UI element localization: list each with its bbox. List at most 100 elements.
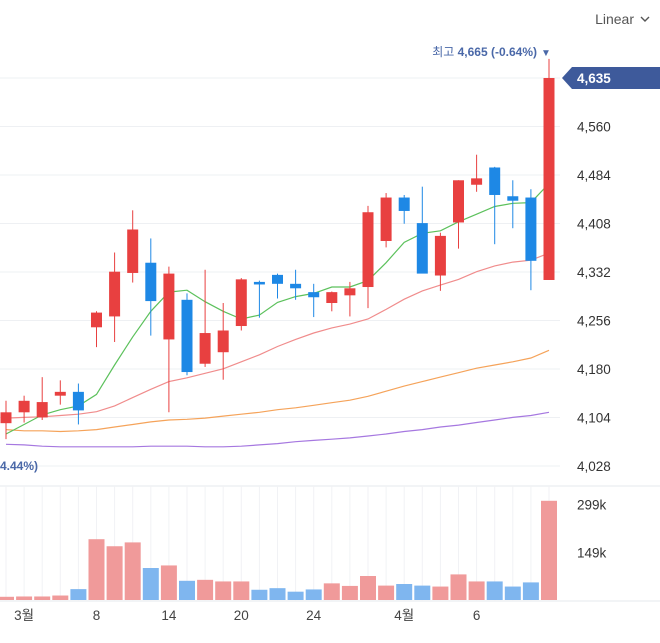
candle-body [471,178,483,185]
volume-bar [269,588,286,600]
candle-body [181,299,193,373]
candle-body [489,167,501,195]
moving-average-lines [5,183,550,448]
volume-bar [414,585,431,600]
volume-bar [179,580,195,600]
volume-bar [197,579,214,600]
price-tick-label: 4,484 [577,168,611,183]
volume-bar [34,596,51,600]
volume-bar [323,583,340,600]
volume-bar [522,582,539,600]
candle-body [72,391,84,411]
volume-bar [0,596,14,600]
volume-bar [70,589,87,600]
candle-body [0,412,12,424]
volume-bar [251,589,268,600]
ma-short-line [5,183,550,435]
candle-body [109,271,121,317]
x-tick-label: 4월 [394,608,414,623]
volume-bar [541,500,557,600]
high-marker-value: 4,665 (-0.64%) [458,45,537,59]
price-tick-label: 4,332 [577,265,611,280]
ma-mid-line [5,252,550,419]
candle-body [253,281,265,285]
volume-bar [360,576,376,600]
candle-body [91,312,102,328]
volume-tick-label: 299k [577,497,607,512]
price-tick-label: 4,256 [577,314,611,329]
volume-bar [468,581,485,600]
ma-xlong-line [5,411,550,448]
volume-bar [124,542,141,600]
candle-body [453,180,464,223]
candle-body [199,333,211,364]
volume-bar [378,585,395,600]
volume-tick-label: 149k [577,545,607,560]
volume-bar [486,581,503,600]
scale-dropdown[interactable]: Linear [595,6,650,32]
volume-bars [0,500,557,600]
current-price-badge [562,67,660,89]
x-tick-label: 8 [93,608,101,623]
candle-body [507,196,519,201]
candle-body [145,262,157,302]
candle-body [163,273,175,340]
candle-body [326,292,338,304]
volume-bar [233,581,250,600]
candle-body [272,274,283,284]
candle-body [235,279,247,327]
volume-bar [341,585,358,600]
price-tick-label: 4,028 [577,459,611,474]
axis-labels: 4,635 4,560 4,484 4,408 4,332 4,256 4,180 4,104… [14,71,611,623]
volume-bar [432,586,449,600]
high-marker-label: 최고 4,665 (-0.64%) [432,45,537,59]
volume-bar [396,584,413,600]
volume-bar [88,539,105,600]
grid-layer [0,77,660,602]
candle-body [18,400,30,413]
volume-bar [16,596,33,600]
candle-body [54,391,66,396]
candle-body [380,197,392,241]
volume-bar [160,565,177,600]
candle-body [308,292,320,298]
volume-bar [305,589,322,600]
volume-bar [287,591,304,600]
price-markers: 4,635 최고 4,665 (-0.64%) ▼ 4.44%) [0,45,660,473]
candle-body [416,223,428,274]
x-tick-label: 14 [161,608,177,623]
price-tick-label: 4,560 [577,120,611,135]
candle-body [36,402,48,418]
x-tick-label: 6 [473,608,481,623]
low-marker-label: 4.44%) [0,459,38,473]
candle-body [434,235,446,276]
candle-body [525,197,537,261]
candle-body [290,283,302,289]
scale-label: Linear [595,11,634,27]
candle-body [398,197,410,211]
candlesticks [0,58,555,440]
x-tick-label: 20 [234,608,249,623]
price-tick-label: 4,408 [577,217,611,232]
x-tick-label: 24 [306,608,322,623]
current-price-label: 4,635 [577,71,611,86]
volume-bar [450,574,467,600]
high-marker-arrow: ▼ [541,48,551,59]
candle-body [127,229,139,273]
candle-body [543,78,555,280]
x-tick-label: 3월 [14,608,34,623]
volume-bar [52,595,69,600]
chevron-down-icon [640,16,650,22]
candle-body [362,212,374,288]
volume-bar [106,546,123,600]
high-marker-prefix: 최고 [432,45,457,59]
ma-long-line [5,349,550,433]
volume-bar [142,568,159,600]
price-tick-label: 4,104 [577,411,611,426]
candle-body [344,288,356,296]
volume-bar [504,586,521,600]
volume-bar [215,581,232,600]
price-tick-label: 4,180 [577,362,611,377]
